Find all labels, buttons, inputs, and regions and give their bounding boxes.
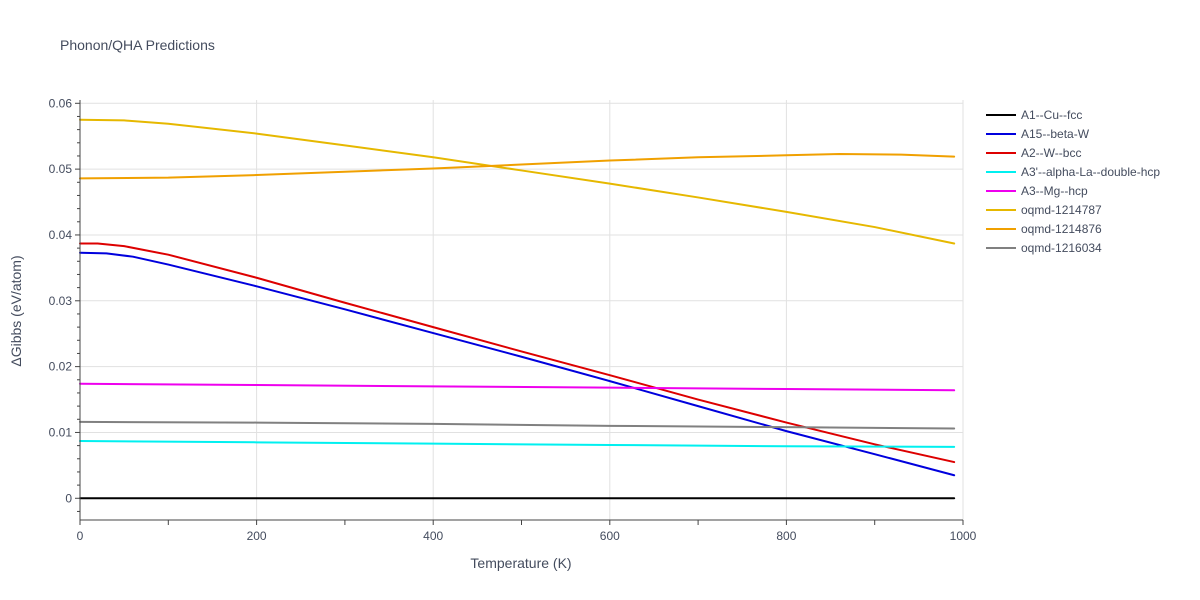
legend-label: A1--Cu--fcc [1021,108,1082,122]
legend-item[interactable]: A3--Mg--hcp [986,184,1088,198]
legend-label: oqmd-1214876 [1021,222,1102,236]
x-tick-label: 400 [423,529,443,543]
chart-title: Phonon/QHA Predictions [60,37,215,53]
series-lines [79,118,956,477]
x-axis-title: Temperature (K) [470,555,571,571]
legend-label: oqmd-1214787 [1021,203,1102,217]
x-tick-label: 0 [77,529,84,543]
legend-item[interactable]: A15--beta-W [986,127,1090,141]
series-line [79,152,956,180]
axes [75,100,964,525]
y-tick-label: 0.01 [49,425,73,439]
legend-label: A15--beta-W [1021,127,1090,141]
x-tick-label: 600 [600,529,620,543]
legend-label: A2--W--bcc [1021,146,1081,160]
y-tick-label: 0.04 [49,228,73,242]
series-line [79,440,956,448]
legend-label: oqmd-1216034 [1021,241,1102,255]
legend-item[interactable]: A3'--alpha-La--double-hcp [986,165,1160,179]
x-tick-label: 1000 [950,529,977,543]
series-line [79,118,956,245]
x-tick-label: 200 [247,529,267,543]
y-tick-label: 0.06 [49,96,73,110]
series-line [79,382,956,392]
legend-item[interactable]: A2--W--bcc [986,146,1081,160]
series-line [79,251,956,477]
legend[interactable]: A1--Cu--fcc A15--beta-W A2--W--bcc A3'--alp… [986,108,1160,255]
series-line [79,242,956,464]
x-tick-label: 800 [776,529,796,543]
y-axis-title: ΔGibbs (eV/atom) [8,255,24,366]
legend-item[interactable]: A1--Cu--fcc [986,108,1082,122]
legend-item[interactable]: oqmd-1214876 [986,222,1102,236]
y-tick-label: 0.05 [49,162,73,176]
series-line [79,420,956,430]
legend-item[interactable]: oqmd-1214787 [986,203,1102,217]
y-tick-label: 0.03 [49,294,73,308]
legend-item[interactable]: oqmd-1216034 [986,241,1102,255]
y-tick-label: 0 [65,491,72,505]
legend-label: A3--Mg--hcp [1021,184,1088,198]
x-axis-ticks: 0 200 400 600 800 1000 [77,529,977,543]
y-tick-label: 0.02 [49,360,73,374]
grid-lines [79,100,964,520]
legend-label: A3'--alpha-La--double-hcp [1021,165,1160,179]
y-axis-ticks: 0 0.01 0.02 0.03 0.04 0.05 0.06 [49,96,73,505]
